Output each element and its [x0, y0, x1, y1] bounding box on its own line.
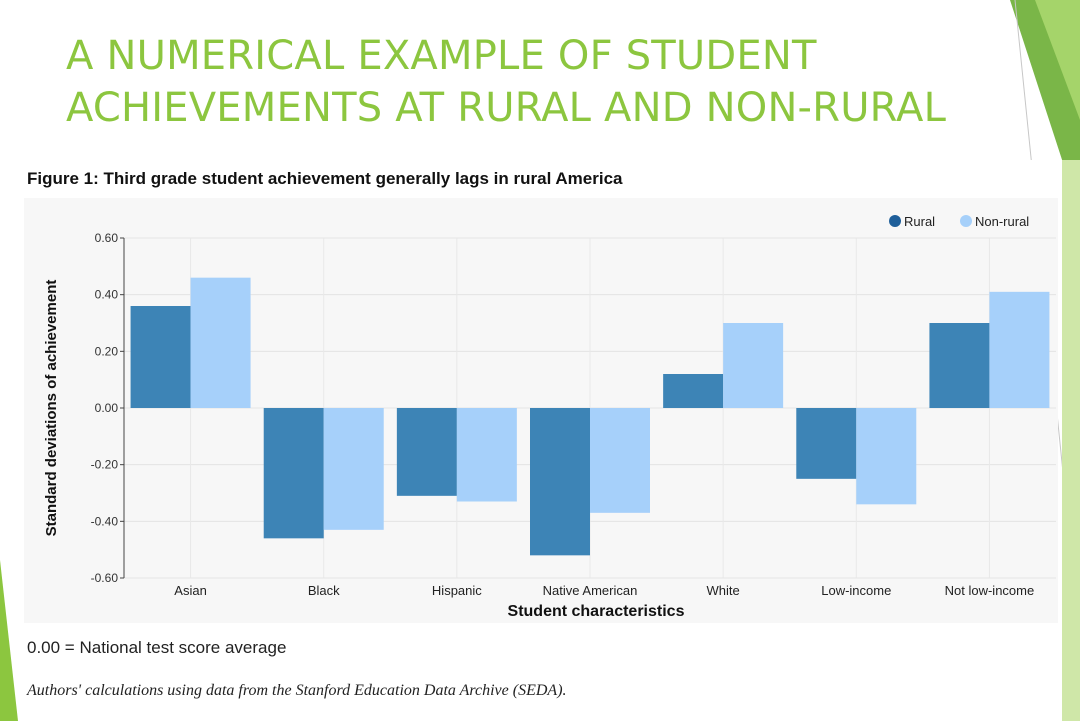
- y-tick-label: -0.40: [91, 514, 119, 528]
- bar-rural: [929, 323, 990, 408]
- bar-non-rural: [323, 408, 384, 530]
- y-tick-label: 0.60: [95, 231, 119, 245]
- legend-marker-rural: [889, 215, 901, 227]
- figure-source: Authors' calculations using data from th…: [27, 682, 567, 699]
- x-axis-title: Student characteristics: [508, 603, 685, 620]
- axis-layer: 0.60 0.40 0.20 0.00 -0.20 -0.40 -0.60 Asian Blac…: [43, 231, 1034, 620]
- bar-rural: [396, 408, 457, 496]
- corner-accent-bottom-left: [0, 560, 18, 721]
- x-tick-label: Low-income: [821, 583, 891, 598]
- legend-label-non-rural: Non-rural: [975, 214, 1029, 229]
- legend-marker-non-rural: [960, 215, 972, 227]
- bar-rural: [130, 306, 191, 408]
- corner-accent-right-edge: [1062, 160, 1080, 721]
- y-tick-label: 0.40: [95, 288, 119, 302]
- x-tick-label: Hispanic: [432, 583, 482, 598]
- x-tick-label: White: [707, 583, 740, 598]
- y-tick-label: -0.60: [91, 571, 119, 585]
- bar-non-rural: [856, 408, 917, 505]
- bar-rural: [530, 408, 590, 556]
- x-tick-label: Not low-income: [945, 583, 1035, 598]
- legend-layer: Rural Non-rural: [889, 214, 1029, 229]
- bar-non-rural: [989, 291, 1050, 408]
- figure-title: Figure 1: Third grade student achievemen…: [27, 169, 623, 188]
- slide-title: A NUMERICAL EXAMPLE OF STUDENT ACHIEVEME…: [66, 33, 947, 131]
- bar-rural: [796, 408, 857, 479]
- bar-non-rural: [456, 408, 517, 502]
- x-tick-label: Asian: [174, 583, 207, 598]
- y-tick-label: 0.00: [95, 401, 119, 415]
- bar-non-rural: [190, 277, 251, 408]
- x-tick-label: Black: [308, 583, 340, 598]
- y-tick-label: 0.20: [95, 344, 119, 358]
- figure-note: 0.00 = National test score average: [27, 638, 287, 657]
- x-tick-label: Native American: [543, 583, 638, 598]
- bar-rural: [663, 374, 724, 408]
- bar-rural: [263, 408, 324, 539]
- bar-non-rural: [590, 408, 650, 513]
- bar-layer: [130, 277, 1050, 556]
- corner-accent-top-right-light: [1035, 0, 1080, 120]
- y-axis-title: Standard deviations of achievement: [43, 280, 60, 537]
- legend-label-rural: Rural: [904, 214, 935, 229]
- y-tick-label: -0.20: [91, 458, 119, 472]
- bar-non-rural: [723, 323, 784, 408]
